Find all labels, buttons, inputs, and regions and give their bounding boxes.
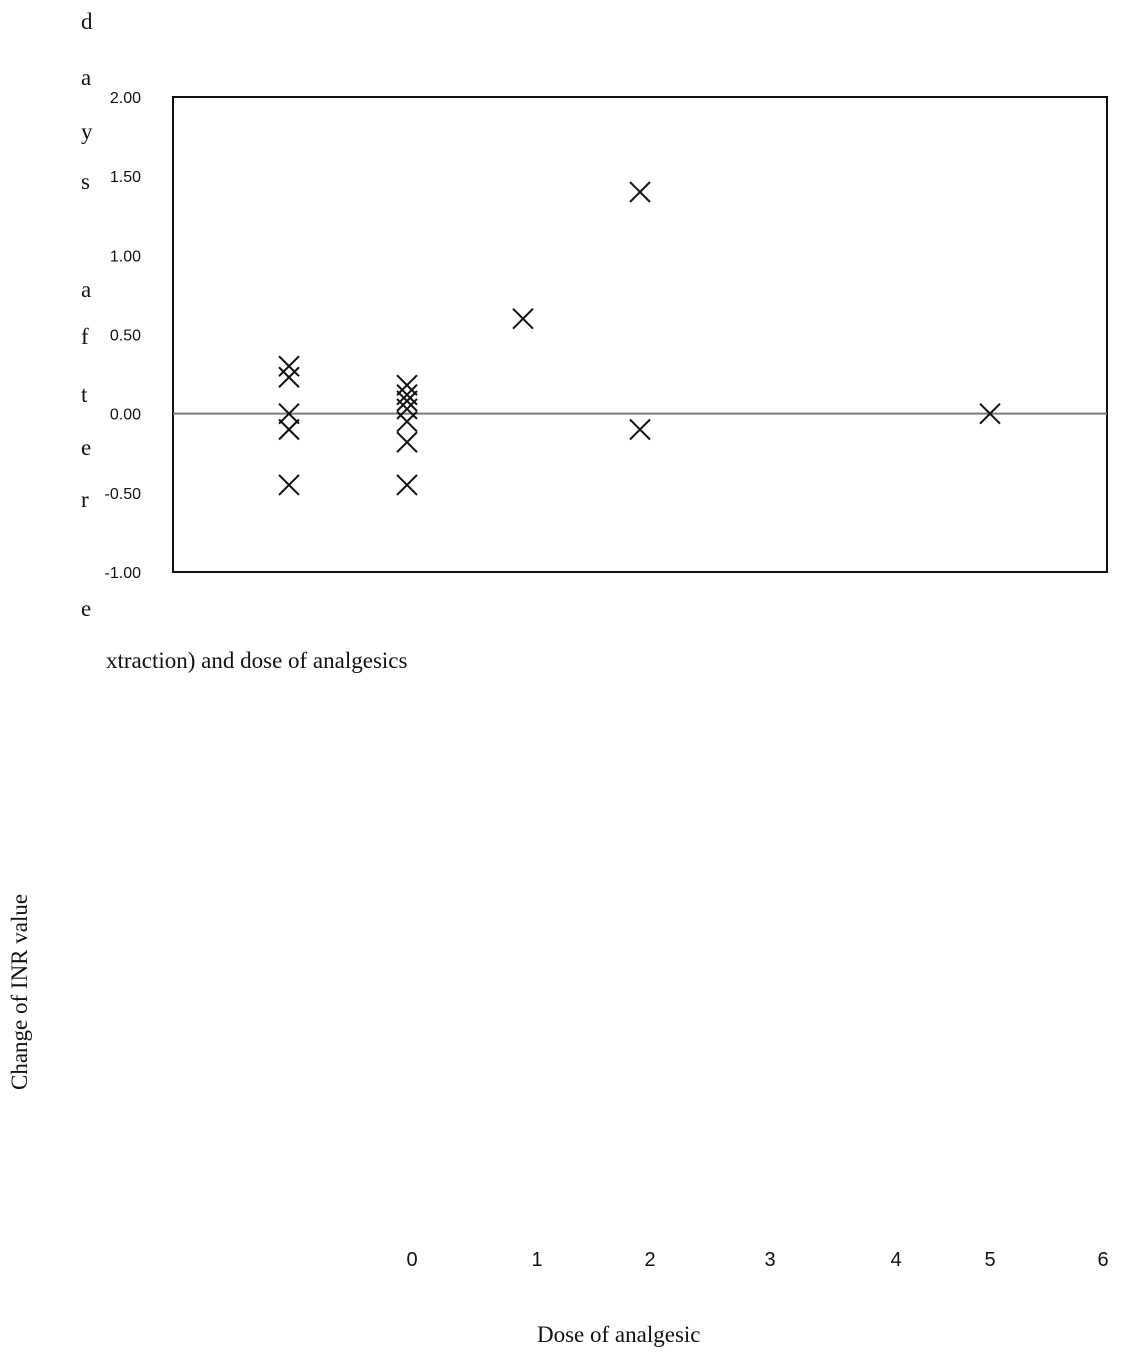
x-tick-label: 1	[531, 1249, 542, 1271]
y-tick-label: -1.00	[105, 565, 142, 582]
data-point-x-marker	[979, 402, 1001, 425]
y-tick-label: 2.00	[110, 90, 141, 107]
stray-letter: a	[81, 277, 92, 302]
stray-letter: a	[81, 65, 92, 90]
data-point-x-marker	[278, 366, 300, 388]
data-point-x-marker	[396, 374, 418, 396]
data-point-x-marker	[278, 418, 300, 441]
data-point-x-marker	[512, 307, 534, 330]
stray-letter: s	[81, 169, 90, 194]
data-point-x-marker	[396, 410, 418, 433]
y-tick-label: 0.00	[110, 407, 141, 424]
data-point-x-marker	[396, 390, 418, 412]
data-point-x-marker	[278, 402, 300, 425]
y-axis-label: Change of INR value	[7, 893, 32, 1090]
y-tick-label: 1.50	[110, 169, 141, 186]
x-tick-label: 5	[984, 1249, 995, 1271]
data-point-x-marker	[278, 355, 300, 377]
stray-letter: t	[81, 382, 88, 407]
x-tick-label: 4	[890, 1249, 901, 1271]
stray-letter: e	[81, 596, 92, 621]
x-tick-label: 3	[764, 1249, 775, 1271]
x-axis-label: Dose of analgesic	[537, 1322, 701, 1347]
plot-area-frame	[172, 96, 1108, 573]
stray-letter: y	[81, 119, 93, 144]
data-point-x-marker	[629, 418, 651, 441]
y-tick-label: -0.50	[105, 486, 142, 503]
figure-caption: xtraction) and dose of analgesics	[106, 648, 408, 673]
stray-letter: e	[81, 435, 92, 460]
data-point-x-marker	[396, 431, 418, 453]
stray-letter: f	[81, 324, 89, 349]
x-tick-label: 2	[644, 1249, 655, 1271]
data-point-x-marker	[396, 474, 418, 496]
data-point-x-marker	[629, 181, 651, 203]
y-tick-label: 0.50	[110, 328, 141, 345]
x-tick-label: 0	[406, 1249, 417, 1271]
stray-letter: d	[81, 9, 93, 34]
data-point-x-marker	[278, 474, 300, 496]
y-tick-label: 1.00	[110, 248, 141, 265]
x-tick-label: 6	[1097, 1249, 1108, 1271]
stray-letter: r	[81, 487, 89, 512]
